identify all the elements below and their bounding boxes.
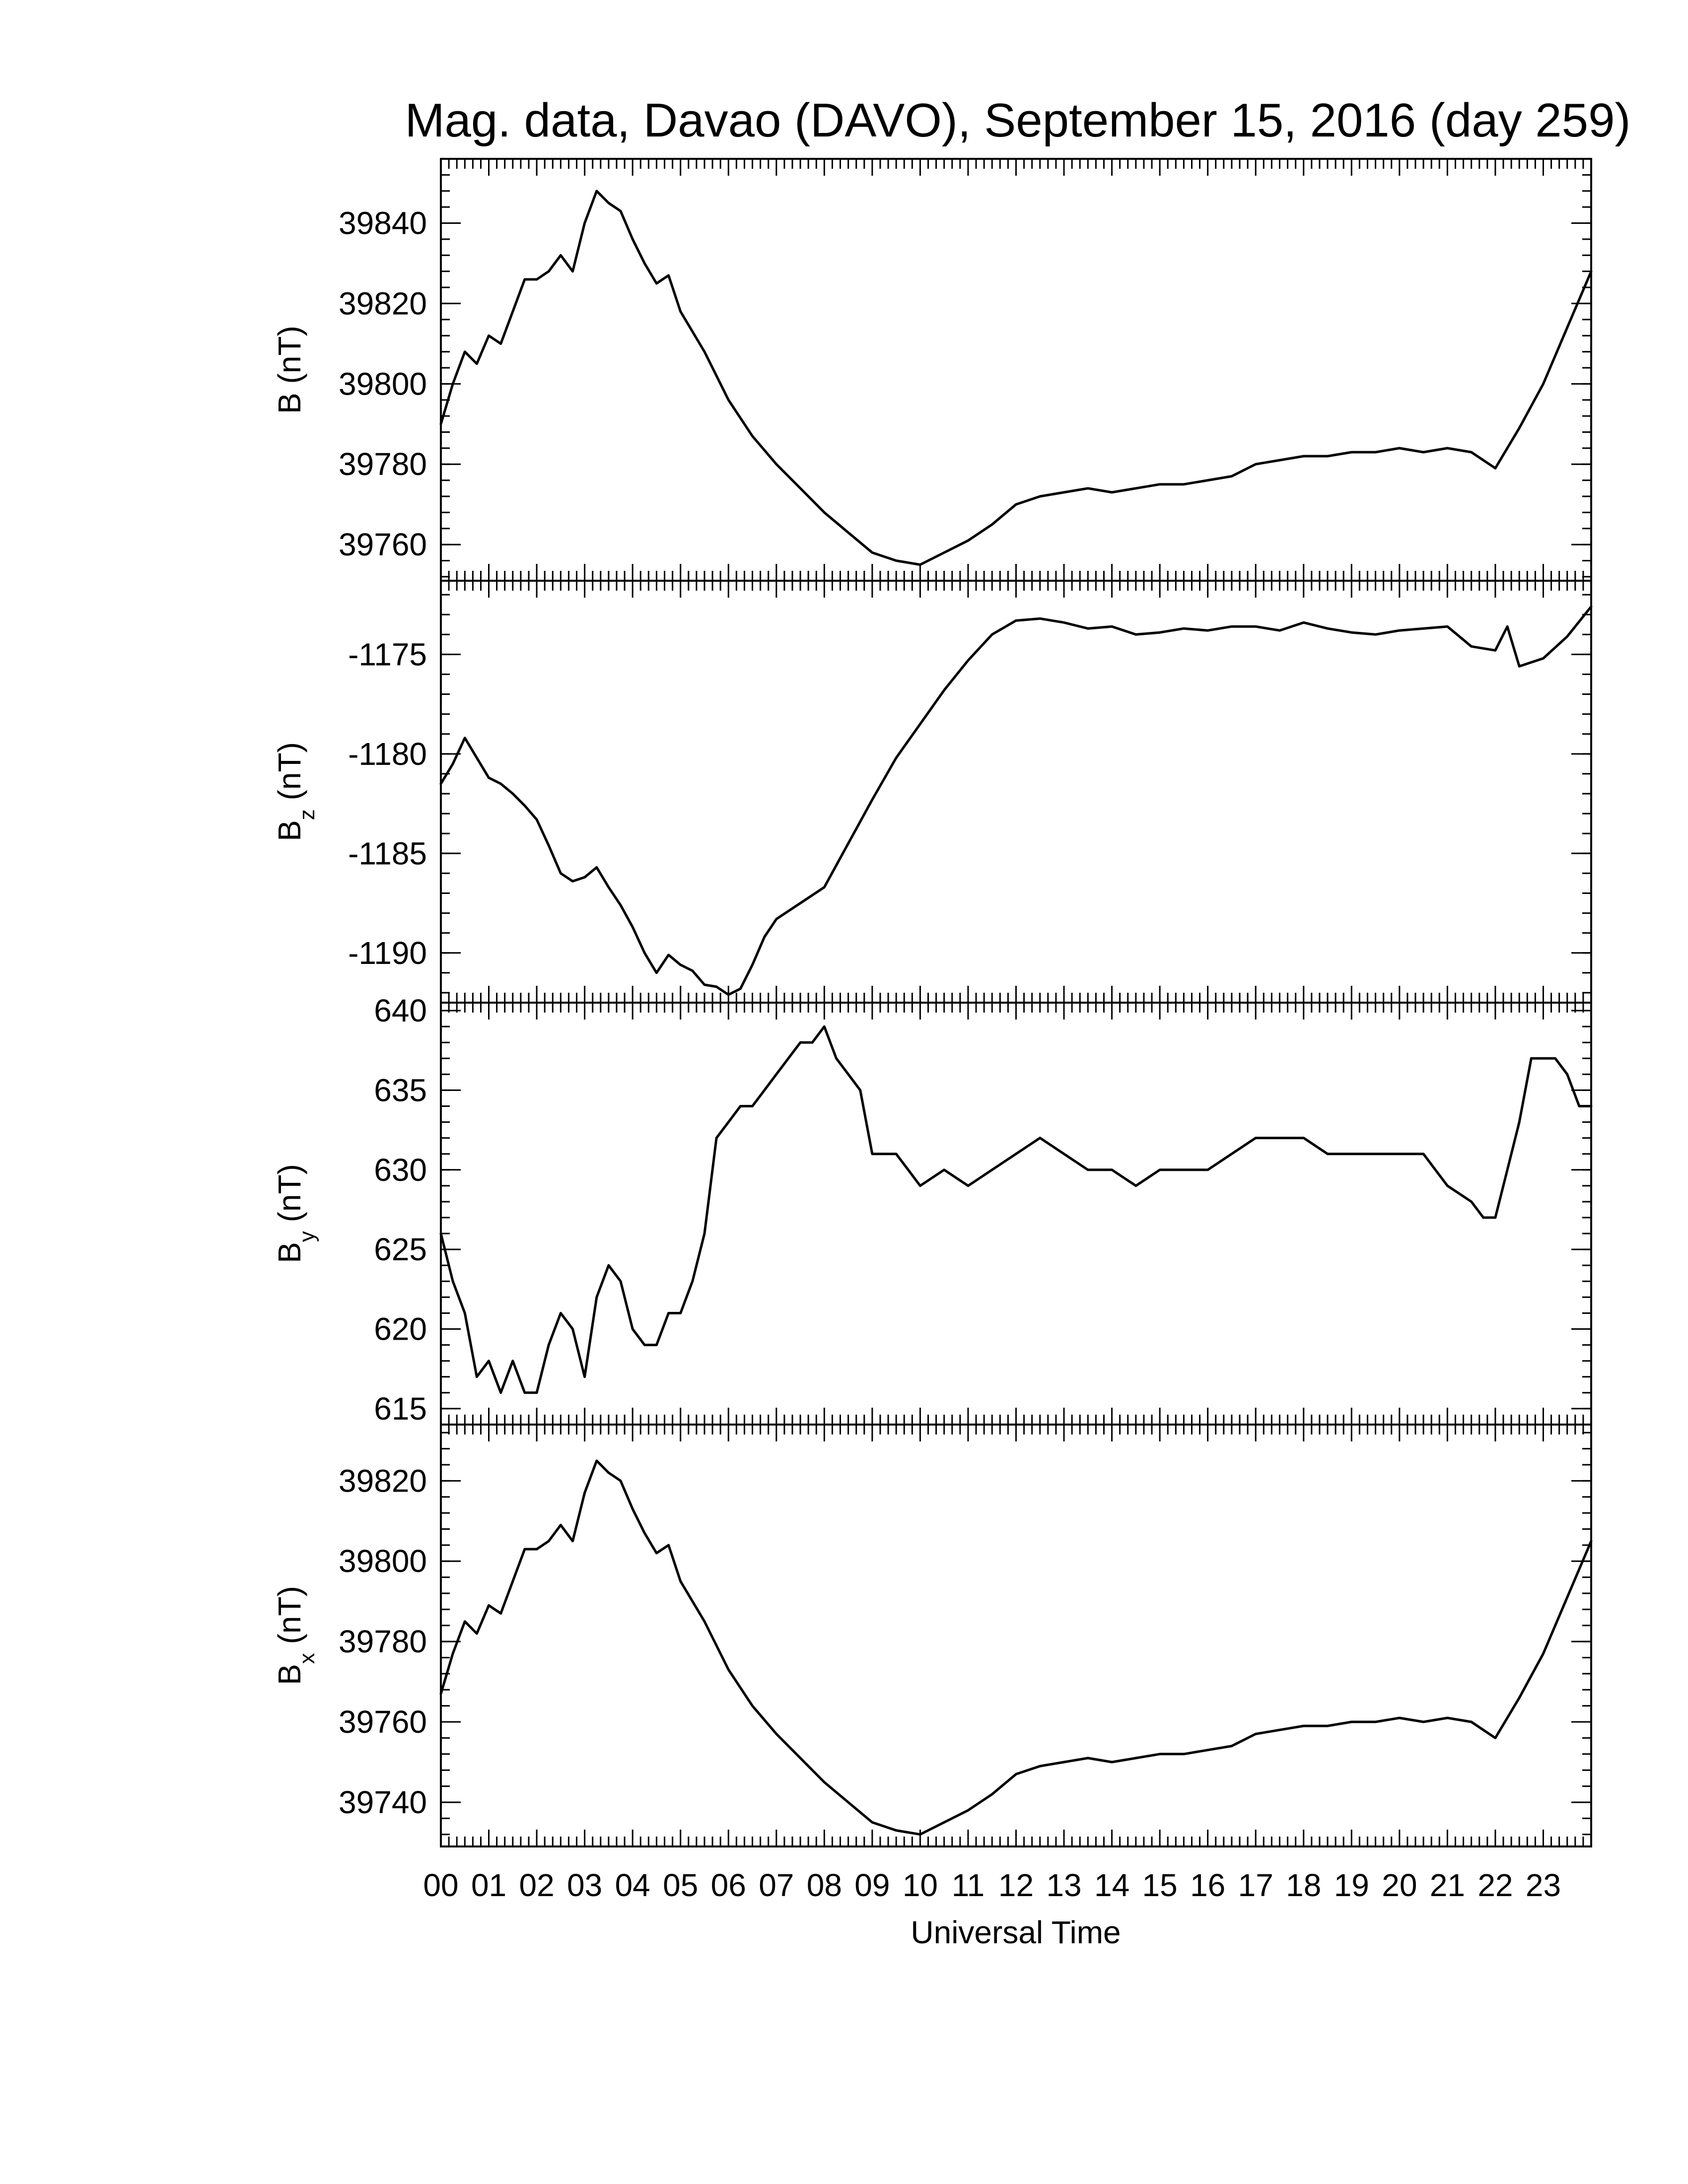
x-tick-label: 16 [1190,1867,1225,1903]
x-axis-tick-labels: 00 01 02 03 04 05 06 07 08 09 10 11 12 13 14 15 16 17 18 19… [423,1867,1561,1903]
y-tick-label: 39780 [339,1624,427,1659]
y-axis-label: By (nT) [272,1164,319,1263]
x-tick-label: 17 [1238,1867,1273,1903]
y-axis-label-subscript: x [295,1653,319,1664]
series-line-By [439,1025,1593,1394]
x-tick-label: 04 [615,1867,650,1903]
y-tick-label: 39740 [339,1784,427,1820]
panels-group: 39760 39780 39800 39820 39840 B (nT) -1175 -118… [272,158,1593,1847]
y-axis-label-main: B [272,820,307,841]
y-tick-label: -1185 [348,835,427,871]
x-tick-label: 09 [854,1867,890,1903]
y-tick-label: 39800 [339,366,427,402]
y-tick-label: 39820 [339,285,427,321]
x-tick-label: 15 [1142,1867,1178,1903]
x-tick-label: 11 [952,1867,985,1903]
y-tick-label: 39760 [339,527,427,562]
x-tick-label: 13 [1046,1867,1081,1903]
y-tick-label: 39760 [339,1704,427,1740]
y-axis-label: Bx (nT) [272,1586,319,1685]
x-tick-label: 20 [1382,1867,1417,1903]
x-tick-label: 18 [1286,1867,1321,1903]
y-tick-label: -1175 [348,636,427,672]
y-axis-label-subscript: z [295,809,319,820]
y-axis-label-unit: (nT) [272,1586,307,1653]
y-axis-label-subscript: y [295,1231,319,1242]
y-tick-label: -1190 [348,935,427,971]
x-tick-label: 21 [1430,1867,1465,1903]
x-tick-label: 22 [1477,1867,1513,1903]
panel-Bz: -1175 -1180 -1185 -1190 Bz (nT) [272,580,1593,1004]
y-tick-label: 640 [374,993,427,1028]
x-tick-label: 12 [998,1867,1034,1903]
x-tick-label: 02 [519,1867,554,1903]
chart-title: Mag. data, Davao (DAVO), September 15, 2… [405,94,1631,147]
x-axis-label: Universal Time [911,1914,1121,1950]
x-tick-label: 00 [423,1867,458,1903]
y-axis-label-main: B [272,1242,307,1263]
y-tick-label: 630 [374,1152,427,1188]
y-tick-label: 635 [374,1072,427,1108]
x-tick-label: 05 [663,1867,698,1903]
x-tick-label: 23 [1526,1867,1561,1903]
y-axis-label-unit: (nT) [272,742,307,809]
y-tick-label: 39800 [339,1543,427,1579]
x-tick-label: 10 [903,1867,938,1903]
y-tick-label: 39780 [339,446,427,482]
panel-frame [440,1424,1592,1847]
panel-B: 39760 39780 39800 39820 39840 B (nT) [272,158,1593,582]
y-tick-label: 615 [374,1391,427,1427]
x-tick-label: 06 [711,1867,746,1903]
y-tick-label: 620 [374,1311,427,1347]
y-axis-label-unit: (nT) [272,1164,307,1231]
y-tick-label: -1180 [348,736,427,772]
y-tick-label: 625 [374,1231,427,1267]
y-tick-label: 39820 [339,1463,427,1499]
panel-Bx: 39740 39760 39780 39800 39820 Bx (nT) [272,1424,1593,1847]
y-tick-label: 39840 [339,205,427,241]
y-axis-label-main: B [272,1664,307,1685]
series-line-Bz [439,605,1593,996]
y-axis-label-main: B (nT) [272,326,307,414]
x-tick-label: 01 [471,1867,506,1903]
y-axis-label: Bz (nT) [272,742,319,841]
x-tick-label: 08 [807,1867,842,1903]
x-tick-label: 14 [1094,1867,1129,1903]
series-line-B [439,190,1593,566]
series-line-Bx [439,1459,1593,1836]
x-tick-label: 03 [567,1867,602,1903]
x-tick-label: 07 [759,1867,794,1903]
x-tick-label: 19 [1334,1867,1369,1903]
y-axis-label: B (nT) [272,326,307,414]
